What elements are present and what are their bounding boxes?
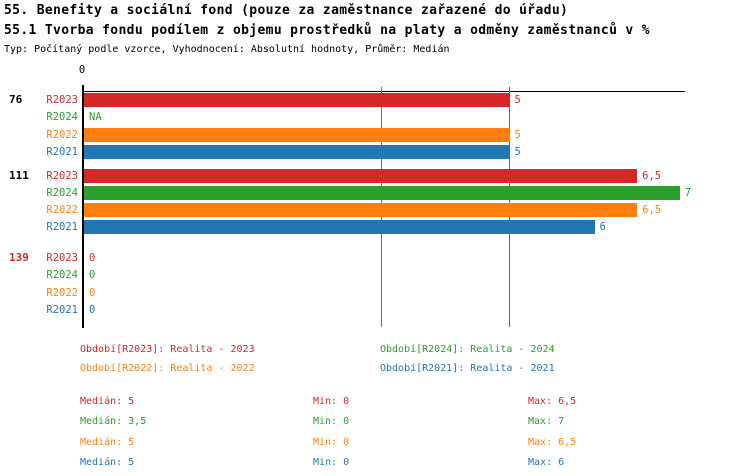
bar-value-label: 5 — [514, 145, 521, 158]
chart-top-border — [83, 91, 685, 92]
stat-min: Min: 0 — [313, 416, 350, 428]
chart-meta-line: Typ: Počítaný podle vzorce, Vyhodnocení:… — [4, 44, 450, 55]
bar-value-label: 0 — [89, 286, 96, 299]
bar-111-r2021 — [84, 220, 595, 235]
group-label-111: 111 — [9, 168, 29, 182]
bar-value-label: NA — [89, 111, 102, 124]
series-label-r2022: R2022 — [46, 286, 78, 299]
series-label-r2023: R2023 — [46, 94, 78, 106]
bar-value-label: 5 — [514, 128, 521, 141]
group-label-139: 139 — [9, 251, 29, 264]
legend-item: Období[R2024]: Realita - 2024 — [380, 344, 555, 355]
bar-76-r2023 — [84, 93, 510, 107]
series-label-r2021: R2021 — [46, 221, 78, 234]
bar-111-r2023 — [84, 168, 638, 183]
stat-max: Max: 6,5 — [528, 436, 577, 448]
series-label-r2021: R2021 — [46, 303, 78, 316]
series-label-r2023: R2023 — [46, 252, 78, 264]
value-axis-line — [81, 85, 84, 328]
stat-min: Min: 0 — [313, 457, 350, 469]
bar-value-label: 0 — [89, 252, 96, 264]
stat-median: Medián: 5 — [80, 436, 135, 448]
stat-max: Max: 6 — [528, 457, 565, 469]
series-label-r2021: R2021 — [46, 145, 78, 158]
series-label-r2022: R2022 — [46, 204, 78, 217]
bar-76-r2022 — [84, 127, 510, 142]
series-label-r2024: R2024 — [46, 269, 78, 282]
bar-value-label: 6 — [599, 221, 606, 234]
series-label-r2022: R2022 — [46, 128, 78, 141]
bar-value-label: 7 — [684, 186, 692, 199]
bar-value-label: 0 — [89, 303, 96, 316]
group-label-76: 76 — [9, 93, 23, 106]
stat-min: Min: 0 — [313, 396, 350, 407]
page-title: 55. Benefity a sociální fond (pouze za z… — [4, 3, 569, 18]
stat-median: Medián: 3,5 — [80, 416, 147, 428]
legend-item: Období[R2023]: Realita - 2023 — [80, 344, 255, 355]
bar-value-label: 6,5 — [642, 204, 662, 217]
stat-median: Medián: 5 — [80, 396, 135, 407]
series-label-r2023: R2023 — [46, 169, 78, 182]
bar-111-r2024 — [84, 185, 680, 200]
legend-item: Období[R2022]: Realita - 2022 — [80, 363, 255, 374]
bar-value-label: 0 — [89, 269, 96, 282]
series-label-r2024: R2024 — [46, 111, 78, 124]
stat-max: Max: 6,5 — [528, 396, 577, 407]
stat-median: Medián: 5 — [80, 457, 135, 469]
stat-max: Max: 7 — [528, 416, 565, 428]
bar-76-r2021 — [84, 144, 510, 159]
bar-111-r2022 — [84, 203, 638, 218]
page-subtitle: 55.1 Tvorba fondu podílem z objemu prost… — [4, 23, 650, 38]
legend-item: Období[R2021]: Realita - 2021 — [380, 363, 555, 374]
stat-min: Min: 0 — [313, 436, 350, 448]
bar-value-label: 5 — [514, 94, 521, 106]
axis-zero-label: 0 — [78, 64, 86, 76]
bar-value-label: 6,5 — [642, 169, 662, 182]
series-label-r2024: R2024 — [46, 186, 78, 199]
